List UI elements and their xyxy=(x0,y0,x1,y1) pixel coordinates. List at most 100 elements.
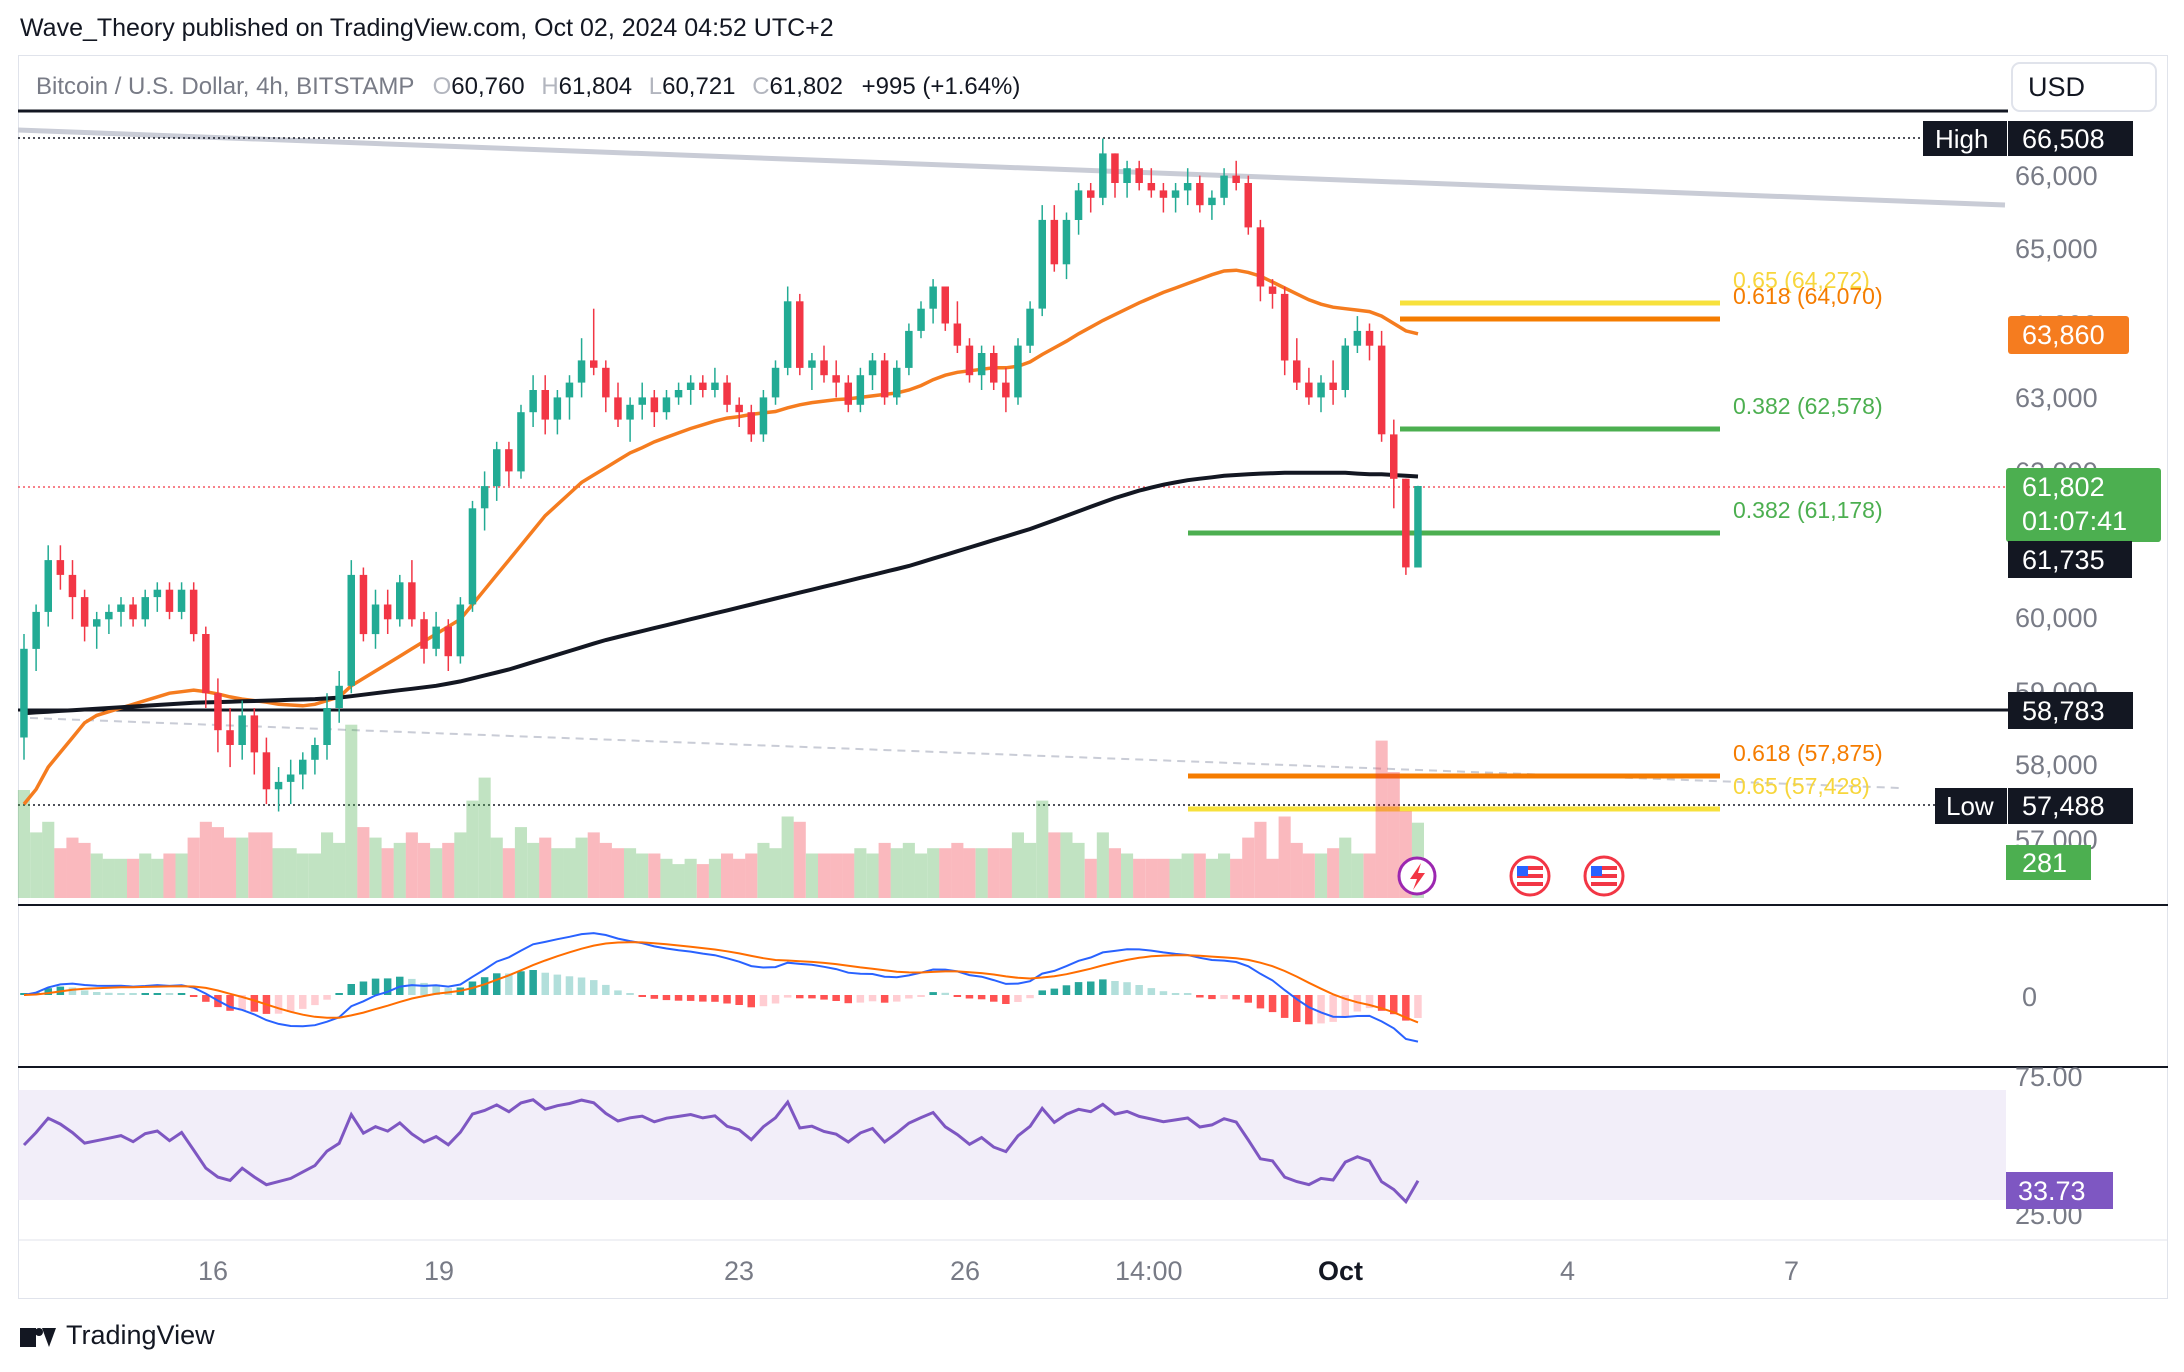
macd-histogram-bar xyxy=(420,982,428,995)
macd-histogram-bar xyxy=(868,995,877,1002)
resistance-trendline[interactable] xyxy=(17,127,2006,208)
candle-body xyxy=(759,397,768,435)
us-flag-icon[interactable] xyxy=(1509,855,1551,897)
candle-body xyxy=(674,390,683,398)
candle-body xyxy=(577,360,586,383)
prev-close-tag: 61,735 xyxy=(2008,541,2132,578)
macd-histogram-bar xyxy=(977,995,986,1000)
volume-bar xyxy=(1145,858,1158,898)
macd-histogram-bar xyxy=(68,987,77,995)
candle-body xyxy=(1062,219,1071,265)
volume-bar xyxy=(1218,853,1231,898)
candle-body xyxy=(177,589,186,612)
macd-histogram-bar xyxy=(771,995,780,1004)
candle-body xyxy=(105,611,113,620)
price-tick: 58,000 xyxy=(2015,750,2098,780)
volume-bar xyxy=(1375,740,1388,898)
footer-brand[interactable]: TradingView xyxy=(66,1320,215,1350)
volume-bar xyxy=(587,832,600,898)
volume-bar xyxy=(781,816,794,898)
rsi-panel xyxy=(22,1098,1420,1205)
rsi-value: 33.73 xyxy=(2018,1176,2086,1206)
candle-body xyxy=(20,648,28,738)
fib-label-upper-0382: 0.382 (62,578) xyxy=(1733,393,1883,419)
volume-bar xyxy=(490,837,503,898)
currency-button[interactable]: USD xyxy=(2011,62,2157,112)
us-flag-icon-2[interactable] xyxy=(1583,855,1625,897)
volume-bar xyxy=(660,858,673,898)
macd-histogram-bar xyxy=(1062,985,1071,995)
volume-bar xyxy=(1278,816,1291,898)
time-tick: 14:00 xyxy=(1115,1256,1183,1286)
candle-body xyxy=(396,582,404,620)
candle-body xyxy=(1196,183,1204,206)
volume-bar xyxy=(260,832,273,898)
candle-body xyxy=(626,404,634,420)
macd-histogram-bar xyxy=(1414,995,1422,1018)
rsi-line xyxy=(22,1098,1420,1205)
macd-histogram-bar xyxy=(1099,979,1107,995)
volume-bar xyxy=(466,800,479,898)
volume-bar xyxy=(527,842,540,898)
candle-body xyxy=(977,353,986,376)
macd-histogram-bar xyxy=(408,978,416,995)
candle-body xyxy=(1353,330,1362,346)
legend-c-label: C xyxy=(752,73,769,100)
candle-body xyxy=(856,375,865,405)
candle-body xyxy=(408,582,416,620)
candle-body xyxy=(129,604,137,620)
macd-histogram-bar xyxy=(432,984,440,995)
volume-bar xyxy=(224,837,237,898)
volume-bar xyxy=(757,842,770,898)
macd-histogram-bar xyxy=(1341,995,1349,1017)
macd-histogram-bar xyxy=(226,995,234,1011)
macd-histogram-bar xyxy=(577,977,586,995)
macd-histogram-bar xyxy=(1280,995,1289,1018)
candle-body xyxy=(1390,434,1398,479)
candle-body xyxy=(1317,382,1325,398)
volume-histogram xyxy=(17,724,1424,898)
volume-bar xyxy=(78,842,91,898)
time-axis[interactable]: 16 19 23 26 14:00 Oct 4 7 xyxy=(198,1256,1799,1286)
macd-histogram-bar xyxy=(93,992,101,995)
volume-bar xyxy=(308,853,321,898)
macd-histogram-bar xyxy=(856,995,865,1003)
macd-histogram-bar xyxy=(541,972,549,995)
volume-bar xyxy=(1290,842,1303,898)
macd-histogram-bar xyxy=(1232,995,1240,1000)
volume-bar xyxy=(187,837,200,898)
candle-body xyxy=(711,382,719,390)
macd-histogram-bar xyxy=(832,995,840,1001)
low-tag-label: Low xyxy=(1946,791,1994,821)
candle-body xyxy=(1159,190,1168,198)
macd-histogram-bar xyxy=(929,992,937,995)
volume-bar xyxy=(1230,858,1243,898)
candle-body xyxy=(808,360,816,368)
candle-body xyxy=(238,715,246,745)
volume-tag: 281 xyxy=(2006,845,2091,880)
candle-body xyxy=(905,330,913,368)
volume-bar xyxy=(272,848,285,898)
bolt-icon[interactable] xyxy=(1397,856,1437,896)
macd-histogram-bar xyxy=(796,995,804,999)
candle-body xyxy=(1074,190,1083,220)
low-tag-value: 57,488 xyxy=(2022,791,2105,821)
candle-body xyxy=(662,397,671,413)
tradingview-logo-icon[interactable] xyxy=(20,1325,56,1347)
macd-histogram-bar xyxy=(1087,981,1095,995)
volume-bar xyxy=(636,853,649,898)
publish-header: Wave_Theory published on TradingView.com… xyxy=(20,14,834,42)
volume-bar xyxy=(66,837,79,898)
volume-bar xyxy=(151,858,164,898)
candle-body xyxy=(1208,197,1216,206)
macd-histogram-bar xyxy=(1074,982,1083,995)
volume-bar xyxy=(369,837,382,898)
volume-bar xyxy=(1060,832,1073,898)
volume-bar xyxy=(1315,853,1328,898)
macd-histogram-bar xyxy=(335,993,343,995)
candle-body xyxy=(529,390,537,413)
volume-bar xyxy=(793,821,806,898)
volume-bar xyxy=(1011,832,1024,898)
legend-h-label: H xyxy=(541,73,558,100)
